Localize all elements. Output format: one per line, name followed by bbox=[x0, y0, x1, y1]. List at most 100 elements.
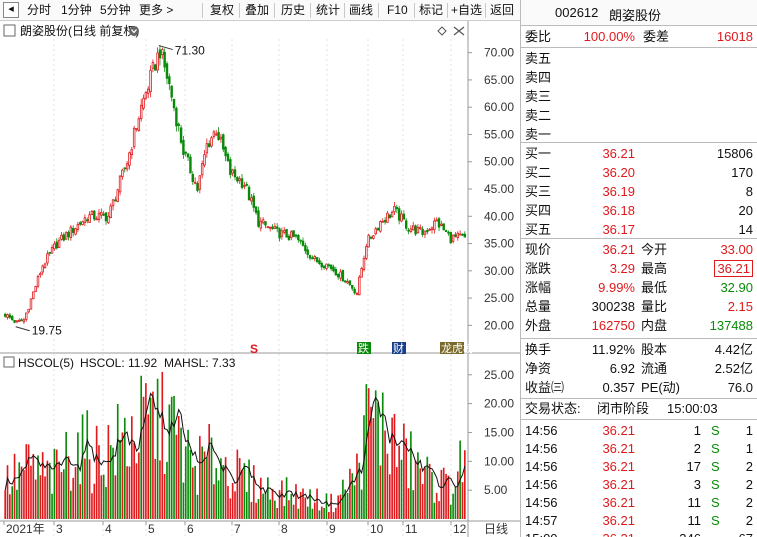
price-tick-label: 40.00 bbox=[484, 209, 514, 223]
trade-price: 36.21 bbox=[602, 495, 635, 510]
candle-body bbox=[341, 270, 345, 282]
candle-body bbox=[182, 140, 185, 155]
candle-body bbox=[444, 230, 448, 233]
stat-label: 换手 bbox=[525, 342, 552, 357]
candle-body bbox=[386, 212, 389, 223]
more-menu[interactable]: 更多 > bbox=[139, 3, 174, 17]
candle-body bbox=[205, 143, 209, 154]
candle-body bbox=[151, 62, 155, 69]
weibi-value: 100.00% bbox=[583, 29, 635, 44]
stock-header: 002612 朗姿股份 bbox=[520, 0, 757, 26]
candle-body bbox=[203, 154, 206, 166]
candle-body bbox=[318, 260, 321, 264]
tab-5min[interactable]: 5分钟 bbox=[100, 3, 131, 17]
candle-body bbox=[313, 256, 316, 259]
history-button[interactable]: 历史 bbox=[281, 3, 306, 17]
trade-time: 14:56 bbox=[525, 477, 558, 492]
candle-body bbox=[322, 265, 326, 269]
candle-body bbox=[395, 206, 399, 210]
ask-label: 卖二 bbox=[525, 108, 552, 123]
candle-body bbox=[175, 107, 178, 127]
candle-body bbox=[287, 235, 291, 240]
stat-label: 净资 bbox=[525, 361, 552, 376]
candle-body bbox=[306, 249, 309, 255]
candle-body bbox=[74, 228, 77, 235]
mark-button[interactable]: 标记 bbox=[419, 3, 444, 17]
candle-body bbox=[172, 98, 176, 109]
candle-body bbox=[412, 225, 415, 231]
candle-body bbox=[297, 235, 300, 241]
toolbar: ◂ 分时 1分钟 5分钟 更多 > 复权 叠加 历史 统计 画线 F10 标记 … bbox=[0, 0, 520, 21]
candle-body bbox=[259, 220, 263, 229]
stats-button[interactable]: 统计 bbox=[316, 3, 341, 17]
candle-body bbox=[426, 230, 429, 233]
back-icon[interactable]: ◂ bbox=[3, 2, 19, 18]
candle-body bbox=[390, 211, 394, 218]
tab-1min[interactable]: 1分钟 bbox=[61, 3, 92, 17]
candle-body bbox=[229, 159, 232, 175]
bid-label: 买五 bbox=[525, 222, 552, 237]
candle-body bbox=[449, 232, 452, 244]
candle-body bbox=[69, 226, 73, 238]
candle-body bbox=[414, 225, 417, 235]
trade-side: S bbox=[711, 441, 720, 456]
candle-body bbox=[374, 228, 377, 235]
candle-body bbox=[294, 234, 298, 237]
tab-intraday[interactable]: 分时 bbox=[27, 3, 52, 17]
candle-body bbox=[93, 210, 96, 220]
ask-label: 卖一 bbox=[525, 127, 552, 142]
stat-value: 0.357 bbox=[602, 380, 635, 395]
period-label: 日线 bbox=[484, 522, 508, 536]
candle-body bbox=[236, 176, 239, 182]
stat-value: 2.52亿 bbox=[714, 361, 753, 376]
candle-body bbox=[123, 167, 126, 170]
draw-button[interactable]: 画线 bbox=[349, 3, 374, 17]
bid-volume: 8 bbox=[745, 184, 753, 199]
candle-body bbox=[177, 123, 180, 126]
candle-body bbox=[365, 246, 368, 259]
candle-body bbox=[268, 226, 272, 229]
chart-menu-icon bbox=[3, 24, 16, 37]
candle-body bbox=[243, 184, 246, 187]
trade-volume: 1 bbox=[693, 423, 701, 438]
add-watchlist-button[interactable]: +自选 bbox=[451, 3, 483, 17]
candle-body bbox=[240, 178, 244, 188]
candle-body bbox=[139, 104, 143, 120]
candle-body bbox=[179, 127, 183, 143]
trade-count: 67 bbox=[739, 529, 753, 537]
candle-body bbox=[118, 175, 122, 193]
candle-body bbox=[6, 314, 9, 318]
trade-volume: 11 bbox=[687, 495, 702, 510]
price-tick-label: 20.00 bbox=[484, 318, 514, 332]
candle-body bbox=[329, 264, 333, 270]
candle-body bbox=[254, 206, 258, 213]
diamond-icon bbox=[437, 26, 447, 36]
candle-body bbox=[20, 319, 23, 322]
return-button[interactable]: 返回 bbox=[490, 3, 515, 17]
candle-body bbox=[325, 263, 328, 269]
stat-value: 32.90 bbox=[720, 280, 753, 295]
candle-body bbox=[428, 229, 431, 231]
candle-body bbox=[55, 241, 58, 249]
trade-time: 14:56 bbox=[525, 459, 558, 474]
price-tick-label: 55.00 bbox=[484, 127, 514, 141]
adjust-button[interactable]: 复权 bbox=[210, 3, 235, 17]
candle-body bbox=[292, 230, 295, 237]
month-label: 2021年 bbox=[6, 522, 45, 536]
candle-body bbox=[447, 231, 450, 234]
overlay-button[interactable]: 叠加 bbox=[245, 3, 270, 17]
candle-body bbox=[421, 228, 424, 235]
candle-body bbox=[196, 183, 199, 191]
indicator-menu-icon bbox=[3, 356, 15, 368]
candle-body bbox=[430, 227, 434, 231]
bid-volume: 15806 bbox=[716, 146, 753, 161]
event-marker-bg bbox=[357, 342, 371, 354]
candle-body bbox=[290, 231, 293, 239]
high-annotation: 71.30 bbox=[175, 44, 205, 58]
f10-button[interactable]: F10 bbox=[387, 3, 408, 17]
candle-body bbox=[336, 273, 340, 278]
stat-value: 137488 bbox=[709, 318, 753, 333]
weibi-label: 委比 bbox=[525, 29, 552, 44]
candle-body bbox=[200, 163, 204, 176]
candle-body bbox=[362, 257, 366, 270]
